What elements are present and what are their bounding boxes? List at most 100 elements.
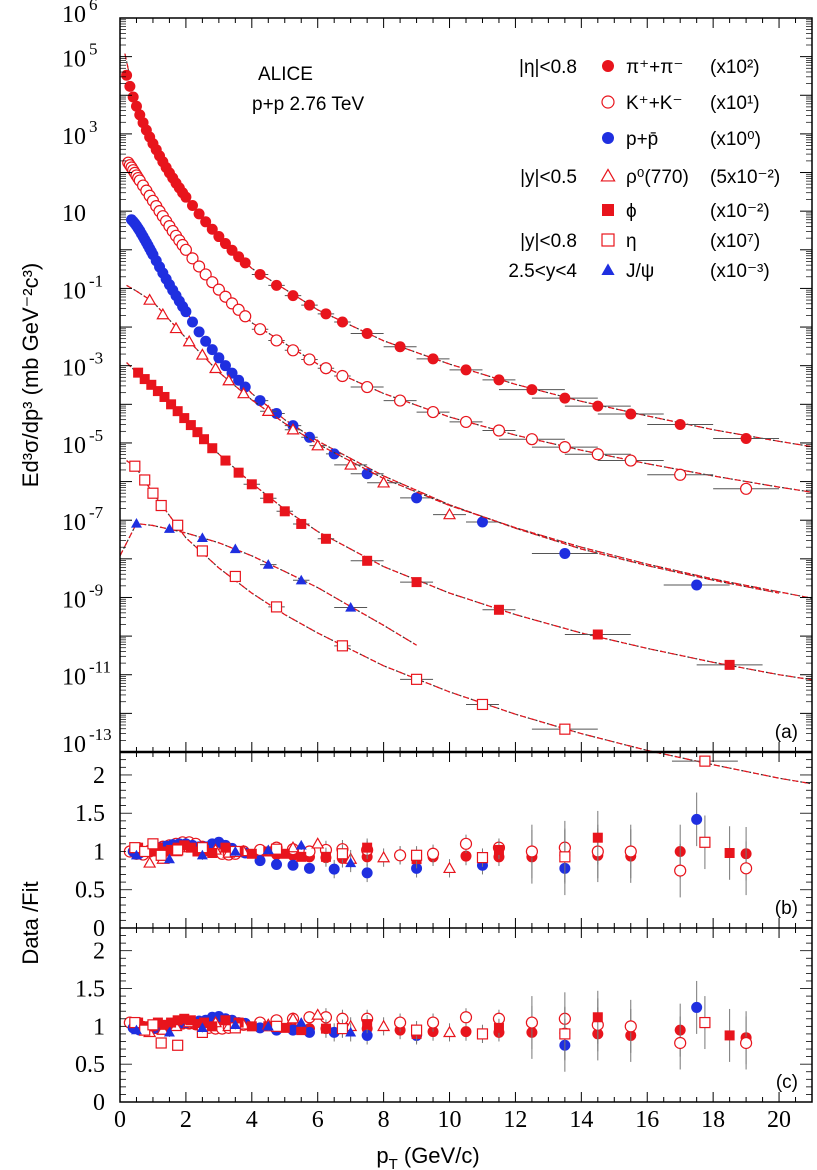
panel-label: (b) <box>775 898 798 919</box>
ratio-point <box>377 850 391 863</box>
legend-scale: (x10⁻²) <box>710 201 770 222</box>
legend: |η|<0.8 π⁺+π⁻ (x10²) K⁺+K⁻ (x10¹) p+p̄ (x10⁰) |… <box>508 57 780 282</box>
data-point <box>336 640 349 652</box>
y-tick-exponent: -7 <box>89 503 104 522</box>
data-point <box>336 369 349 383</box>
ratio-point <box>271 858 283 870</box>
y-tick-base: 10 <box>62 433 86 459</box>
y-tick-exponent: -5 <box>89 426 103 445</box>
legend-label: ϕ <box>626 201 637 222</box>
y-tick-label: 1 <box>93 1014 105 1040</box>
data-point <box>124 80 136 92</box>
series-jpsi <box>119 518 417 646</box>
fit-curve-alt <box>126 157 813 493</box>
ratio-point <box>220 1015 231 1026</box>
y-tick-label: 10 -9 <box>62 580 103 613</box>
x-tick-label: 4 <box>246 1107 258 1133</box>
data-point <box>147 487 159 499</box>
legend-marker <box>601 95 615 109</box>
legend-scale: (x10²) <box>710 57 760 78</box>
data-point <box>592 400 604 412</box>
x-axis-title: pT (GeV/c) <box>376 1143 479 1170</box>
y-tick-label: 10 <box>62 201 86 227</box>
legend-label: π⁺+π⁻ <box>626 57 683 78</box>
ratio-point <box>130 1024 142 1035</box>
y-tick-label: 10 3 <box>62 117 98 150</box>
data-point <box>200 216 212 228</box>
ratio-point <box>143 856 157 868</box>
ratio-point <box>146 846 157 857</box>
ratio-point <box>139 845 151 858</box>
data-point <box>740 433 752 445</box>
data-point <box>172 406 183 417</box>
data-point <box>361 380 374 394</box>
data-point <box>159 391 170 402</box>
legend-range: |y|<0.8 <box>520 231 577 252</box>
data-point <box>233 374 245 386</box>
series-p <box>126 214 780 594</box>
ratio-point <box>196 849 208 860</box>
legend-scale: (x10⁻³) <box>710 261 770 282</box>
ratio-point <box>172 1039 184 1051</box>
ratio-point <box>287 1024 299 1036</box>
x-tick-label: 2 <box>180 1107 192 1133</box>
data-point <box>185 420 196 431</box>
ratio-point <box>674 864 687 877</box>
data-point <box>625 408 637 420</box>
data-point <box>192 427 203 438</box>
legend-label: K⁺+K⁻ <box>626 93 683 114</box>
data-point <box>239 310 252 323</box>
data-point <box>130 100 142 112</box>
ratio-point <box>254 1022 266 1034</box>
ratio-point <box>192 1019 203 1030</box>
legend-marker <box>601 263 615 275</box>
data-point <box>186 252 199 265</box>
ratio-point <box>172 1015 183 1026</box>
data-point <box>427 353 439 365</box>
data-point <box>559 723 571 735</box>
legend-range: |η|<0.8 <box>519 57 577 78</box>
legend-scale: (x10¹) <box>710 93 760 114</box>
ratio-point <box>254 855 266 867</box>
data-point <box>492 424 506 437</box>
ratio-point <box>270 1020 283 1032</box>
y-tick-base: 10 <box>62 510 86 536</box>
ratio-point <box>345 857 357 868</box>
y-tick-label: 2 <box>93 939 105 965</box>
ratio-point <box>166 1017 177 1028</box>
ratio-point <box>286 840 300 853</box>
series-K <box>122 156 813 495</box>
y-tick-exponent: -1 <box>89 271 103 290</box>
ratio-point <box>362 1019 373 1030</box>
x-axis-title-unit: (GeV/c) <box>398 1143 480 1168</box>
spectra-panel <box>119 53 813 785</box>
y-tick-label: 0 <box>93 916 105 942</box>
fit-curve-alt <box>129 217 780 594</box>
fit-curve <box>129 217 780 594</box>
ratio-point <box>207 1021 218 1032</box>
ratio-point <box>311 837 325 849</box>
y-tick-base: 10 <box>62 278 86 304</box>
data-point <box>674 468 687 481</box>
data-point <box>182 334 196 347</box>
y-tick-base: 10 <box>62 47 86 73</box>
data-point <box>558 441 571 454</box>
system-label: p+p 2.76 TeV <box>252 94 364 115</box>
fit-curve-alt <box>126 362 813 681</box>
ratio-point <box>410 1024 423 1036</box>
ratio-point <box>460 1026 472 1038</box>
data-point <box>295 574 307 585</box>
data-point <box>559 547 571 559</box>
data-point <box>199 268 212 281</box>
y-tick-label: 10 -11 <box>62 658 111 691</box>
ratio-point <box>159 1019 170 1030</box>
ratio-point <box>185 842 196 853</box>
fit-curve <box>119 522 417 646</box>
ratio-point <box>493 1022 504 1033</box>
data-point <box>146 379 157 390</box>
data-point <box>320 308 332 320</box>
data-point <box>303 353 316 366</box>
ratio-series-p <box>127 792 703 896</box>
data-point <box>591 448 604 461</box>
